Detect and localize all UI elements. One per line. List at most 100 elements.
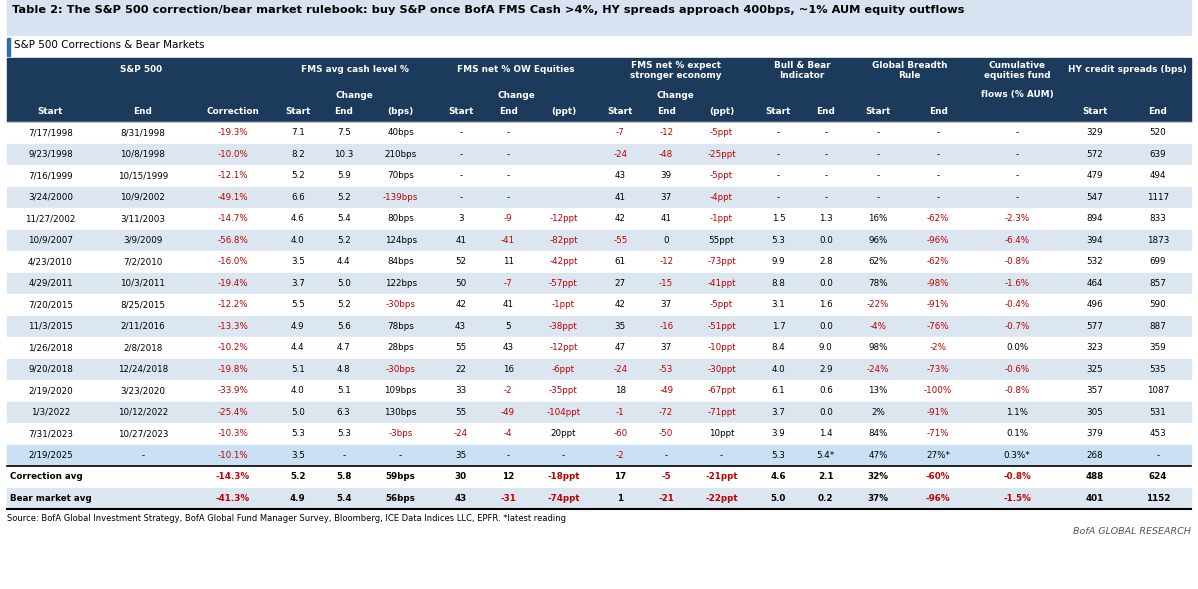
Bar bbox=[7, 230, 1191, 251]
Text: 10/15/1999: 10/15/1999 bbox=[117, 171, 168, 180]
Text: -10.0%: -10.0% bbox=[218, 150, 248, 159]
Text: 1.3: 1.3 bbox=[819, 214, 833, 223]
Text: 4.9: 4.9 bbox=[291, 322, 304, 331]
Text: 3: 3 bbox=[458, 214, 464, 223]
Text: 624: 624 bbox=[1149, 472, 1167, 481]
Text: 28bps: 28bps bbox=[387, 343, 415, 352]
Text: 305: 305 bbox=[1087, 408, 1103, 417]
Text: 453: 453 bbox=[1149, 429, 1166, 438]
Text: -50: -50 bbox=[659, 429, 673, 438]
Text: 41: 41 bbox=[660, 214, 672, 223]
Text: -: - bbox=[824, 150, 828, 159]
Text: 532: 532 bbox=[1087, 257, 1103, 266]
Text: 639: 639 bbox=[1150, 150, 1166, 159]
Text: -2%: -2% bbox=[930, 343, 946, 352]
Text: -: - bbox=[1016, 171, 1018, 180]
Text: 9/20/2018: 9/20/2018 bbox=[28, 365, 73, 374]
Text: 37: 37 bbox=[660, 193, 672, 202]
Text: End: End bbox=[928, 108, 948, 117]
Text: Start: Start bbox=[865, 108, 890, 117]
Text: 4.9: 4.9 bbox=[290, 494, 305, 503]
Text: 577: 577 bbox=[1087, 322, 1103, 331]
Text: -19.4%: -19.4% bbox=[218, 279, 248, 288]
Text: 78%: 78% bbox=[869, 279, 888, 288]
Text: -3bps: -3bps bbox=[388, 429, 413, 438]
Text: -4%: -4% bbox=[870, 322, 887, 331]
Text: 488: 488 bbox=[1085, 472, 1103, 481]
Text: -5: -5 bbox=[661, 472, 671, 481]
Text: flows (% AUM): flows (% AUM) bbox=[981, 91, 1053, 100]
Text: End: End bbox=[334, 108, 353, 117]
Text: -0.7%: -0.7% bbox=[1004, 322, 1030, 331]
Text: -13.3%: -13.3% bbox=[218, 322, 248, 331]
Text: BofA GLOBAL RESEARCH: BofA GLOBAL RESEARCH bbox=[1073, 527, 1191, 536]
Text: 5.2: 5.2 bbox=[290, 472, 305, 481]
Text: -4ppt: -4ppt bbox=[710, 193, 733, 202]
Text: -2: -2 bbox=[504, 386, 513, 395]
Text: -: - bbox=[824, 193, 828, 202]
Bar bbox=[7, 251, 1191, 273]
Text: (ppt): (ppt) bbox=[709, 108, 734, 117]
Text: -82ppt: -82ppt bbox=[549, 236, 577, 245]
Text: 11: 11 bbox=[503, 257, 514, 266]
Text: 7.1: 7.1 bbox=[291, 128, 304, 137]
Bar bbox=[7, 445, 1191, 466]
Text: -9: -9 bbox=[504, 214, 513, 223]
Text: 124bps: 124bps bbox=[385, 236, 417, 245]
Text: -60: -60 bbox=[613, 429, 628, 438]
Text: -41ppt: -41ppt bbox=[707, 279, 736, 288]
Text: 11/3/2015: 11/3/2015 bbox=[28, 322, 73, 331]
Text: -31: -31 bbox=[501, 494, 516, 503]
Text: 4/23/2010: 4/23/2010 bbox=[28, 257, 73, 266]
Text: 41: 41 bbox=[503, 300, 514, 309]
Bar bbox=[7, 165, 1191, 187]
Text: 2/19/2020: 2/19/2020 bbox=[28, 386, 73, 395]
Text: 323: 323 bbox=[1087, 343, 1103, 352]
Text: 20ppt: 20ppt bbox=[551, 429, 576, 438]
Text: 43: 43 bbox=[455, 322, 466, 331]
Text: 1087: 1087 bbox=[1146, 386, 1169, 395]
Text: -: - bbox=[776, 128, 780, 137]
Text: -4: -4 bbox=[504, 429, 513, 438]
Text: 109bps: 109bps bbox=[385, 386, 417, 395]
Text: -18ppt: -18ppt bbox=[547, 472, 580, 481]
Text: -7: -7 bbox=[616, 128, 624, 137]
Text: -: - bbox=[507, 128, 509, 137]
Text: 9/23/1998: 9/23/1998 bbox=[28, 150, 73, 159]
Bar bbox=[7, 380, 1191, 402]
Text: 35: 35 bbox=[455, 451, 466, 460]
Text: -: - bbox=[1156, 451, 1160, 460]
Text: -25ppt: -25ppt bbox=[707, 150, 736, 159]
Text: 268: 268 bbox=[1087, 451, 1103, 460]
Text: -: - bbox=[937, 171, 939, 180]
Text: -24: -24 bbox=[613, 365, 628, 374]
Text: Start: Start bbox=[448, 108, 473, 117]
Text: 0.0%: 0.0% bbox=[1006, 343, 1028, 352]
Text: -62%: -62% bbox=[927, 214, 949, 223]
Text: -30ppt: -30ppt bbox=[707, 365, 736, 374]
Text: 4/29/2011: 4/29/2011 bbox=[29, 279, 73, 288]
Text: HY credit spreads (bps): HY credit spreads (bps) bbox=[1069, 65, 1187, 74]
Text: 78bps: 78bps bbox=[387, 322, 415, 331]
Text: 7/17/1998: 7/17/1998 bbox=[28, 128, 73, 137]
Text: equities fund: equities fund bbox=[984, 71, 1051, 80]
Text: 41: 41 bbox=[615, 193, 625, 202]
Text: 5.9: 5.9 bbox=[337, 171, 351, 180]
Text: 1117: 1117 bbox=[1146, 193, 1169, 202]
Text: -1ppt: -1ppt bbox=[710, 214, 733, 223]
Text: 0.6: 0.6 bbox=[819, 386, 833, 395]
Text: End: End bbox=[1149, 108, 1167, 117]
Text: 59bps: 59bps bbox=[386, 472, 416, 481]
Text: 1152: 1152 bbox=[1145, 494, 1170, 503]
Text: 479: 479 bbox=[1087, 171, 1103, 180]
Text: 10ppt: 10ppt bbox=[709, 429, 734, 438]
Text: -15: -15 bbox=[659, 279, 673, 288]
Text: 6.3: 6.3 bbox=[337, 408, 351, 417]
Text: 5.8: 5.8 bbox=[335, 472, 351, 481]
Text: -10.2%: -10.2% bbox=[218, 343, 248, 352]
Text: -33.9%: -33.9% bbox=[218, 386, 248, 395]
Bar bbox=[7, 187, 1191, 208]
Text: S&P 500 Corrections & Bear Markets: S&P 500 Corrections & Bear Markets bbox=[14, 40, 205, 50]
Bar bbox=[7, 36, 1191, 58]
Bar bbox=[7, 359, 1191, 380]
